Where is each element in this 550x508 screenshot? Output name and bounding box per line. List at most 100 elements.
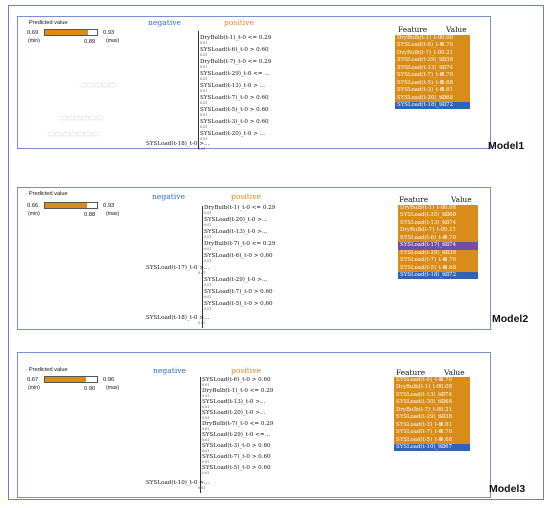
feature-name: SYSLoad(t-7)_t-0 [396,429,443,436]
feature-name: SYSLoad(t-29)_t-0 [400,249,450,256]
predicted-value-title: Predicted value [29,191,68,197]
predicted-max-value: 0.93 [103,203,115,209]
negative-label: negative [148,18,182,27]
feature-value-row: DryBulb(t-7)_t-00.21 [398,227,478,235]
feature-name: SYSLoad(t-6)_t-0 [397,42,444,49]
model-label: Model3 [489,483,526,495]
feature-name: SYSLoad(t-18)_t-0 [397,101,447,108]
feature-value-row: SYSLoad(t-20)_t-00.68 [394,399,470,407]
feature-value-row: SYSLoad(t-7)_t-00.70 [395,72,470,80]
feature-row: SYSLoad(t-6)_t-0 > 0.60 0.01 [204,253,273,263]
feature-name: SYSLoad(t-6)_t-0 [396,377,443,383]
feature-value: 0.21 [441,49,454,56]
feature-value-row: DryBulb(t-1)_t-00.08 [398,205,478,213]
feature-row: SYSLoad(t-3)_t-0 > 0.60 0.01 [202,443,271,453]
predicted-max-label: (max) [106,385,120,391]
feature-row: SYSLoad(t-10)_t-0 >... 0.01 [146,480,210,490]
feature-row: SYSLoad(t-20)_t-0 > ... 0.01 [200,131,266,141]
predicted-mark: 0.90 [84,386,96,392]
feature-row: SYSLoad(t-5)_t-0 > 0.60 0.01 [200,107,269,117]
feature-value-row: SYSLoad(t-5)_t-00.68 [395,79,470,88]
feature-row: DryBulb(t-1)_t-0 <= 0.29 0.01 [202,388,274,398]
predicted-min-label: (min) [28,211,40,217]
feature-value: 0.61 [441,87,454,94]
feature-value-row: SYSLoad(t-20)_t-00.68 [395,94,470,102]
predicted-min-label: (min) [28,385,40,391]
feature-row: SYSLoad(t-17)_t-0 >... 0.01 [146,265,210,275]
predicted-max-label: (max) [106,211,120,217]
feature-name: DryBulb(t-7)_t-0 [400,227,445,234]
feature-row: SYSLoad(t-20)_t-0 >... 0.01 [204,217,268,227]
feature-value-row: SYSLoad(t-6)_t-00.70 [398,234,478,243]
feature-row: SYSLoad(t-7)_t-0 > 0.60 0.01 [200,95,269,105]
feature-value-table: DryBulb(t-1)_t-00.08 SYSLoad(t-20)_t-0 0.6… [398,205,478,280]
feature-value: 0.70 [441,72,454,79]
feature-value: 0.38 [444,249,457,256]
feature-value: 0.68 [441,94,454,101]
feature-row: SYSLoad(t-7)_t-0 > 0.60 0.01 [204,289,273,299]
predicted-fill [45,30,89,35]
predicted-value: 0.67 [27,377,39,383]
feature-name: DryBulb(t-7)_t-0 [396,406,441,413]
feature-value: 0.74 [444,219,457,226]
feature-name: SYSLoad(t-20)_t-0 [400,212,450,219]
feature-value: 0.70 [440,377,453,383]
feature-name: DryBulb(t-1)_t-0 [397,35,442,41]
feature-value: 0.68 [440,399,453,406]
table-header-feature: Feature [396,368,426,377]
model3-panel: Predicted value 0.67 0.96 (min) 0.90 (ma… [17,352,491,498]
feature-value: 0.72 [444,271,457,278]
predicted-mark: 0.89 [84,39,96,45]
feature-row: SYSLoad(t-13)_t-0 >... 0.01 [204,229,268,239]
faded-bar-labels: ▬▬▬▬▬▬▬ [48,129,99,138]
feature-row: DryBulb(t-7)_t-0 <= 0.29 0.01 [200,59,272,69]
feature-name: DryBulb(t-7)_t-0 [397,49,442,56]
feature-row: DryBulb(t-1)_t-0 <= 0.29 0.01 [200,35,272,45]
feature-name: SYSLoad(t-5)_t-0 [400,264,447,271]
feature-value: 0.21 [444,227,457,234]
predicted-value: 0.66 [27,203,39,209]
predicted-mark: 0.88 [84,212,96,218]
feature-row: SYSLoad(t-18)_t-0 >... 0.01 [146,315,210,325]
feature-value-row: SYSLoad(t-18)_t-00.72 [395,101,470,110]
predicted-fill [45,203,87,208]
model1-panel: Predicted value 0.69 0.93 (min) 0.89 (ma… [17,16,491,151]
feature-row: DryBulb(t-1)_t-0 <= 0.29 0.01 [204,205,276,215]
feature-name: SYSLoad(t-13)_t-0 [400,219,450,226]
feature-name: DryBulb(t-1)_t-0 [400,205,445,211]
feature-name: SYSLoad(t-3)_t-0 [397,87,444,94]
feature-value-row: SYSLoad(t-6)_t-00.70 [394,377,470,385]
feature-value-row: SYSLoad(t-10)_t-00.67 [394,443,470,452]
feature-value-row: DryBulb(t-1)_t-00.08 [394,384,470,392]
predicted-value-bar [44,202,98,209]
center-axis [202,206,203,328]
feature-value-row: SYSLoad(t-29)_t-00.38 [398,249,478,258]
predicted-value-title: Predicted value [29,367,68,373]
feature-row: SYSLoad(t-13)_t-0 >... 0.01 [202,399,266,409]
feature-name: SYSLoad(t-13)_t-0 [397,64,447,71]
feature-value-row: SYSLoad(t-18)_t-00.72 [398,271,478,280]
table-header-value: Value [451,195,472,204]
feature-row: SYSLoad(t-3)_t-0 > 0.60 0.01 [200,119,269,129]
feature-name: SYSLoad(t-20)_t-0 [397,94,447,101]
feature-value: 0.61 [440,421,453,428]
feature-value-row: SYSLoad(t-13)_t-00.74 [394,391,470,400]
feature-value: 0.38 [440,414,453,421]
feature-value: 0.70 [444,234,457,241]
feature-value: 0.68 [444,264,457,271]
table-header-feature: Feature [399,195,429,204]
feature-value-row: DryBulb(t-1)_t-00.08 [395,35,470,43]
feature-value: 0.74 [444,242,457,249]
table-header-value: Value [444,368,465,377]
feature-value-row: SYSLoad(t-13)_t-00.74 [398,219,478,228]
feature-value-row: SYSLoad(t-3)_t-00.61 [395,87,470,95]
center-axis [200,377,201,493]
table-header-value: Value [446,25,467,34]
feature-value-row: SYSLoad(t-29)_t-00.38 [394,414,470,422]
feature-value: 0.72 [441,101,454,108]
feature-value: 0.74 [441,64,454,71]
feature-value-row: SYSLoad(t-7)_t-00.70 [394,429,470,437]
predicted-max-value: 0.96 [103,377,115,383]
feature-value-row: SYSLoad(t-13)_t-00.74 [395,64,470,73]
feature-row: SYSLoad(t-29)_t-0 >... 0.01 [204,277,268,287]
